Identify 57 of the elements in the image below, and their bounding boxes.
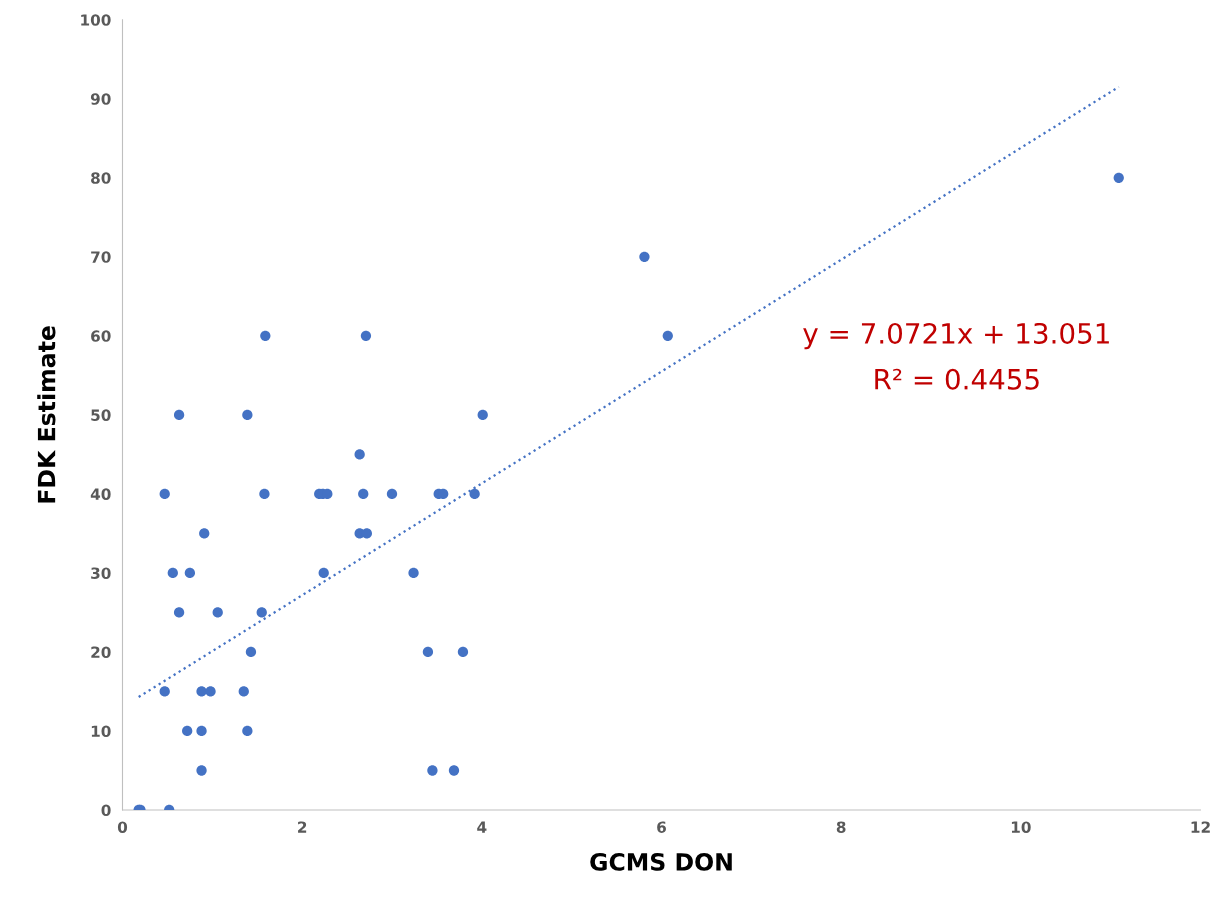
point — [242, 725, 253, 737]
point — [205, 686, 216, 697]
x-tick-label: 4 — [477, 821, 487, 833]
point — [260, 330, 271, 341]
point — [448, 765, 460, 776]
point — [196, 765, 207, 776]
point — [196, 725, 207, 737]
point — [159, 488, 170, 500]
point — [238, 686, 249, 697]
point — [242, 409, 253, 421]
y-tick-label: 100 — [81, 14, 111, 26]
y-tick-label: 20 — [91, 646, 111, 658]
point — [662, 330, 673, 341]
y-tick-label: 0 — [101, 804, 111, 817]
point — [167, 567, 178, 579]
point — [182, 725, 193, 737]
point — [259, 488, 270, 500]
point — [639, 251, 650, 262]
point — [318, 567, 329, 579]
point — [212, 607, 223, 618]
annotation: y = 7.0721x + 13.051 — [803, 322, 1109, 350]
point — [159, 686, 170, 697]
x-tick-label: 6 — [657, 821, 666, 833]
point — [245, 646, 257, 658]
point — [196, 686, 207, 697]
x-tick-label: 2 — [298, 821, 307, 833]
x-tick-label: 8 — [836, 821, 846, 833]
point — [457, 646, 469, 658]
point — [360, 330, 372, 341]
point — [173, 607, 185, 618]
y-tick-label: 60 — [91, 330, 111, 342]
point — [199, 528, 210, 539]
y-tick-label: 90 — [90, 93, 111, 105]
x-tick-label: 0 — [117, 821, 128, 833]
x-axis-title: GCMS DON — [590, 852, 732, 871]
point — [469, 488, 480, 500]
y-tick-label: 30 — [91, 567, 111, 579]
y-axis-title: FDK Estimate — [37, 326, 56, 503]
point — [173, 409, 185, 421]
y-tick-label: 70 — [91, 251, 111, 263]
point — [386, 488, 398, 500]
y-tick-label: 80 — [91, 172, 111, 184]
point — [358, 488, 369, 500]
point — [422, 646, 434, 658]
y-tick-label: 40 — [90, 488, 111, 500]
point — [1113, 172, 1124, 183]
point — [477, 409, 488, 421]
point — [427, 765, 438, 776]
y-tick-label: 50 — [91, 409, 111, 421]
annotation: R² = 0.4455 — [875, 368, 1039, 390]
x-tick-label: 10 — [1011, 821, 1031, 833]
y-tick-label: 10 — [91, 725, 111, 737]
x-tick-label: 12 — [1191, 821, 1210, 833]
point — [408, 567, 419, 579]
point — [256, 607, 267, 618]
point — [354, 449, 365, 460]
point — [184, 567, 196, 579]
